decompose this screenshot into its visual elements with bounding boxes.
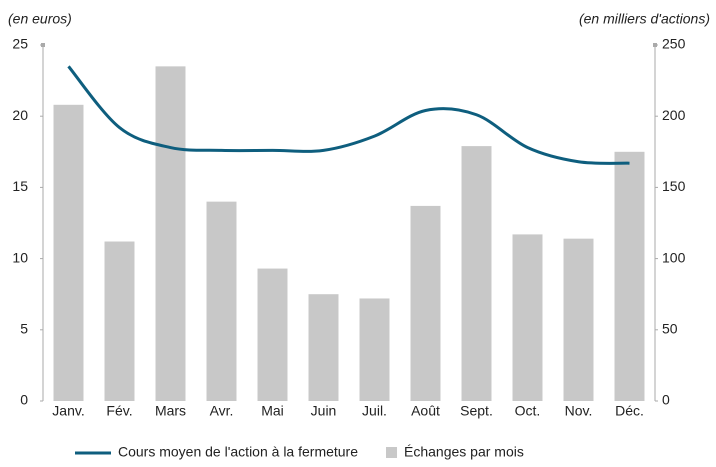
line [67,65,630,165]
y-tick-label: 15 [12,178,28,194]
x-tick-label: Avr. [210,403,234,419]
bar [104,241,135,401]
y2-tick-label: 100 [662,249,686,265]
x-tick-label: Oct. [515,403,541,419]
bar [257,268,288,401]
bar [512,234,543,401]
y2-tick-label: 150 [662,178,686,194]
bar [359,298,390,401]
y2-tick-label: 250 [662,36,686,52]
bar [53,104,84,402]
x-tick-label: Nov. [565,403,593,419]
y-tick-label: 0 [20,392,28,408]
y2-tick-label: 0 [662,392,670,408]
x-tick-label: Janv. [52,403,84,419]
legend-label: Cours moyen de l'action à la fermeture [118,444,358,460]
y-tick-label: 5 [20,321,28,337]
x-tick-label: Août [411,403,440,419]
bar [155,66,186,402]
y2-tick-label: 50 [662,321,678,337]
x-tick-label: Déc. [615,403,644,419]
legend-swatch [386,447,398,458]
y2-tick-label: 200 [662,107,686,123]
bar [206,201,237,401]
x-tick-label: Sept. [460,403,493,419]
bar [410,205,441,401]
x-tick-label: Mai [261,403,284,419]
y2-axis-label: (en milliers d'actions) [579,11,710,27]
bar [614,151,645,401]
bar [461,146,492,401]
x-tick-label: Fév. [106,403,132,419]
legend-label: Échanges par mois [404,444,524,460]
bar [308,294,339,401]
x-tick-label: Juin [311,403,337,419]
y-tick-label: 25 [12,36,28,52]
x-tick-label: Mars [155,403,186,419]
bar [563,238,594,401]
x-tick-label: Juil. [362,403,387,419]
y-tick-label: 20 [12,107,28,123]
y-tick-label: 10 [12,249,28,265]
y-axis-label: (en euros) [8,11,72,27]
